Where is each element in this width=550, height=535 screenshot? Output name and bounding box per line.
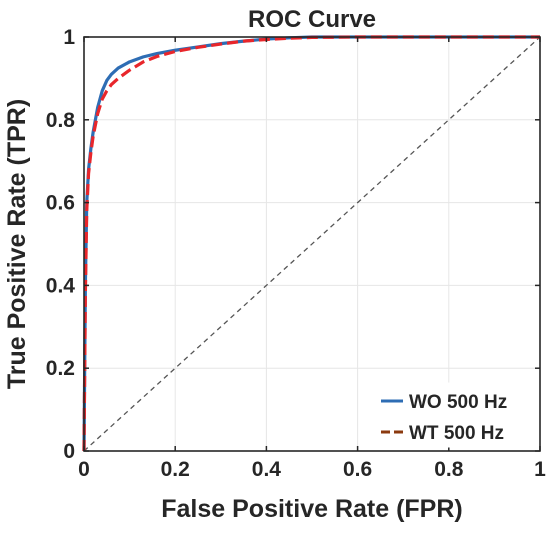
legend-label-wt-500-hz: WT 500 Hz	[409, 423, 504, 444]
x-tick-label: 0	[78, 458, 90, 481]
x-tick-label: 1	[534, 458, 546, 481]
legend: WO 500 Hz WT 500 Hz	[375, 382, 537, 448]
y-tick-label: 0	[63, 440, 75, 463]
y-tick-label: 0.8	[46, 109, 76, 132]
x-tick-label: 0.2	[161, 458, 190, 481]
y-tick-label: 1	[63, 26, 75, 49]
ticks: 0 0.2 0.4 0.6 0.8 1 0 0.2 0.4 0.6 0.8 1	[46, 26, 546, 481]
y-tick-label: 0.6	[46, 192, 75, 215]
reference-diagonal-line	[83, 36, 541, 452]
legend-box	[375, 382, 537, 448]
y-tick-label: 0.4	[46, 274, 76, 297]
x-tick-label: 0.6	[343, 458, 372, 481]
reference-line-layer	[83, 36, 541, 452]
x-tick-label: 0.4	[252, 458, 282, 481]
series-line-wt-500-hz	[82, 35, 540, 452]
x-tick-label: 0.8	[434, 458, 464, 481]
grid	[84, 37, 540, 451]
y-tick-label: 0.2	[46, 357, 75, 380]
y-axis-title: True Positive Rate (TPR)	[3, 99, 31, 389]
x-axis-title: False Positive Rate (FPR)	[161, 495, 462, 523]
plot-frame	[83, 36, 541, 452]
chart-title: ROC Curve	[248, 6, 376, 33]
legend-label-wo-500-hz: WO 500 Hz	[409, 392, 507, 413]
